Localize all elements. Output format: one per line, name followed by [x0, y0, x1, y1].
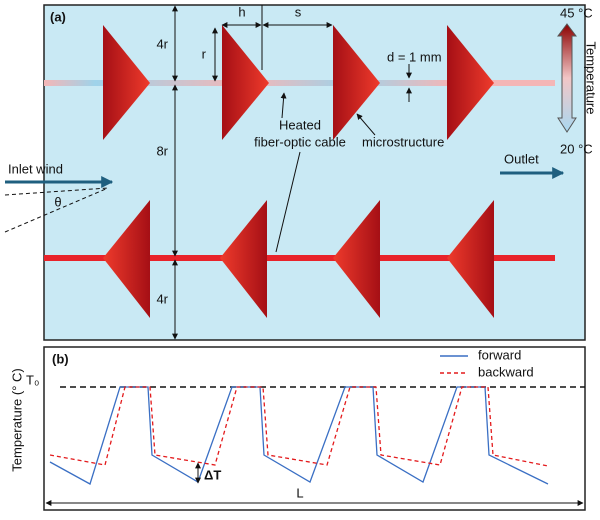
annotation: Outlet: [504, 151, 539, 166]
delta-label: ΔT: [204, 467, 221, 482]
dim-label: 4r: [156, 36, 168, 51]
lower-cable: [44, 255, 555, 261]
annotation: microstructure: [362, 134, 444, 149]
dim-label: 8r: [156, 143, 168, 158]
colorbar-max: 45 °C: [560, 5, 593, 20]
dim-label: 4r: [156, 291, 168, 306]
lower-microstructures: [103, 200, 494, 318]
angle-line: [4, 187, 109, 196]
colorbar-min: 20 °C: [560, 141, 593, 156]
angle-line: [4, 187, 109, 233]
annotation: Heated: [279, 117, 321, 132]
legend-entry: backward: [478, 364, 534, 379]
upper-cable: [44, 80, 555, 86]
dim-label: d = 1 mm: [387, 49, 442, 64]
panel-label: (a): [50, 9, 66, 24]
angle-label: θ: [54, 194, 61, 209]
plot-frame: [43, 346, 586, 511]
panel-b: (b) Temperature (° C) T₀ ΔT L forward ba…: [9, 346, 586, 511]
annotation: Inlet wind: [8, 161, 63, 176]
dimension-lines: [172, 5, 412, 340]
dim-label: h: [238, 4, 245, 19]
colorbar-title: Temperature: [584, 42, 599, 115]
backward-curve: [49, 386, 549, 467]
panel-label: (b): [52, 351, 69, 366]
reference-label: T₀: [26, 372, 39, 387]
dim-label: r: [202, 46, 207, 61]
upper-microstructures: [103, 25, 494, 140]
length-label: L: [296, 485, 303, 500]
panel-a: (a) h s 4r r d = 1 mm 8r 4r Heated fiber…: [4, 4, 599, 341]
annotation: fiber-optic cable: [254, 134, 346, 149]
dim-label: s: [295, 4, 302, 19]
colorbar: [557, 23, 577, 133]
legend-entry: forward: [478, 347, 521, 362]
y-axis-label: Temperature (° C): [9, 368, 24, 471]
